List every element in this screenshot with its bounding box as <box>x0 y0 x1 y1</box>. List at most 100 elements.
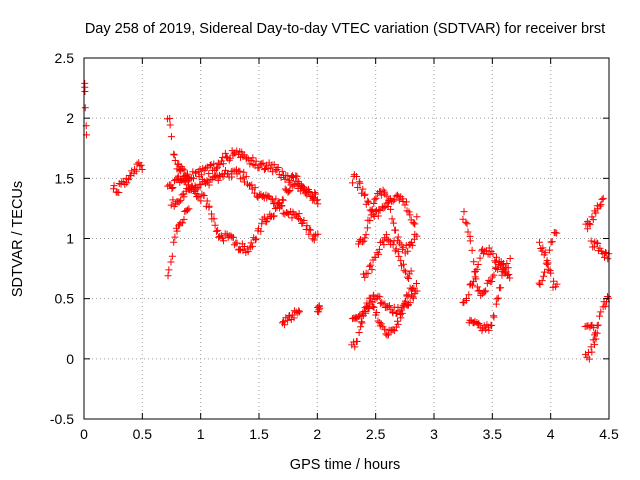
data-point <box>398 309 406 317</box>
data-point <box>349 179 357 187</box>
data-point <box>275 171 283 179</box>
data-point <box>399 260 407 268</box>
data-point <box>110 182 118 190</box>
data-point <box>404 247 412 255</box>
data-point <box>267 164 275 172</box>
data-point <box>314 230 322 238</box>
data-point <box>505 271 513 279</box>
data-point <box>387 205 395 213</box>
data-point <box>491 257 499 265</box>
data-point <box>465 291 473 299</box>
data-point <box>219 173 227 181</box>
data-point <box>279 196 287 204</box>
data-point <box>397 314 405 322</box>
data-point <box>351 343 359 351</box>
chart-title: Day 258 of 2019, Sidereal Day-to-day VTE… <box>85 21 605 37</box>
data-point <box>219 153 227 161</box>
data-point <box>372 194 380 202</box>
data-point <box>210 215 218 223</box>
data-point <box>376 293 384 301</box>
x-tick-label: 1 <box>197 426 205 442</box>
data-point <box>535 238 543 246</box>
data-point <box>598 195 606 203</box>
data-point <box>400 266 408 274</box>
data-point <box>409 219 417 227</box>
data-point <box>353 173 361 181</box>
data-point <box>593 239 601 247</box>
data-point <box>474 261 482 269</box>
data-point <box>591 341 599 349</box>
data-point <box>233 239 241 247</box>
data-point <box>258 220 266 228</box>
data-point <box>601 249 609 257</box>
data-point <box>368 207 376 215</box>
data-point <box>590 324 598 332</box>
data-point <box>403 292 411 300</box>
data-point <box>604 255 612 263</box>
data-point <box>492 300 500 308</box>
data-point <box>271 205 279 213</box>
data-point <box>213 165 221 173</box>
data-point <box>482 287 490 295</box>
data-point <box>164 182 172 190</box>
data-point <box>375 245 383 253</box>
data-point <box>585 220 593 228</box>
data-point <box>585 355 593 363</box>
data-point <box>305 225 313 233</box>
data-point <box>469 281 477 289</box>
data-point <box>171 156 179 164</box>
data-point <box>249 160 257 168</box>
data-point <box>366 217 374 225</box>
data-point <box>476 254 484 262</box>
x-tick-label: 0 <box>80 426 88 442</box>
data-point <box>205 170 213 178</box>
data-point <box>506 254 514 262</box>
data-point <box>219 237 227 245</box>
data-point <box>125 176 133 184</box>
data-point <box>286 176 294 184</box>
data-point <box>402 297 410 305</box>
data-point <box>370 200 378 208</box>
data-point <box>270 212 278 220</box>
data-point <box>506 274 514 282</box>
data-point <box>279 318 287 326</box>
data-point <box>191 169 199 177</box>
data-point <box>307 226 315 234</box>
data-point <box>216 161 224 169</box>
data-point <box>197 197 205 205</box>
data-point <box>277 201 285 209</box>
data-point <box>186 175 194 183</box>
data-point <box>397 257 405 265</box>
data-points <box>81 79 613 363</box>
data-point <box>369 303 377 311</box>
tick-labels: 0 0.5 1 1.5 2 2.5 3 3.5 4 4.5 -0.5 0 0.5 1 1.5 2 2.5 <box>50 50 619 442</box>
data-point <box>257 227 265 235</box>
data-point <box>169 183 177 191</box>
data-point <box>469 277 477 285</box>
data-point <box>474 287 482 295</box>
data-point <box>601 302 609 310</box>
data-point <box>407 267 415 275</box>
data-point <box>167 201 175 209</box>
data-point <box>368 206 376 214</box>
data-point <box>255 164 263 172</box>
data-point <box>493 295 501 303</box>
data-point <box>592 335 600 343</box>
data-point <box>463 220 471 228</box>
data-point <box>194 184 202 192</box>
data-point <box>406 211 414 219</box>
data-point <box>586 221 594 229</box>
data-point <box>393 317 401 325</box>
data-point <box>388 215 396 223</box>
data-point <box>548 238 556 246</box>
data-point <box>477 291 485 299</box>
data-point <box>81 83 89 91</box>
data-point <box>368 298 376 306</box>
data-point <box>170 238 178 246</box>
data-point <box>167 258 175 266</box>
data-point <box>553 280 561 288</box>
data-point <box>252 235 260 243</box>
data-point <box>413 232 421 240</box>
data-point <box>394 248 402 256</box>
data-point <box>360 237 368 245</box>
